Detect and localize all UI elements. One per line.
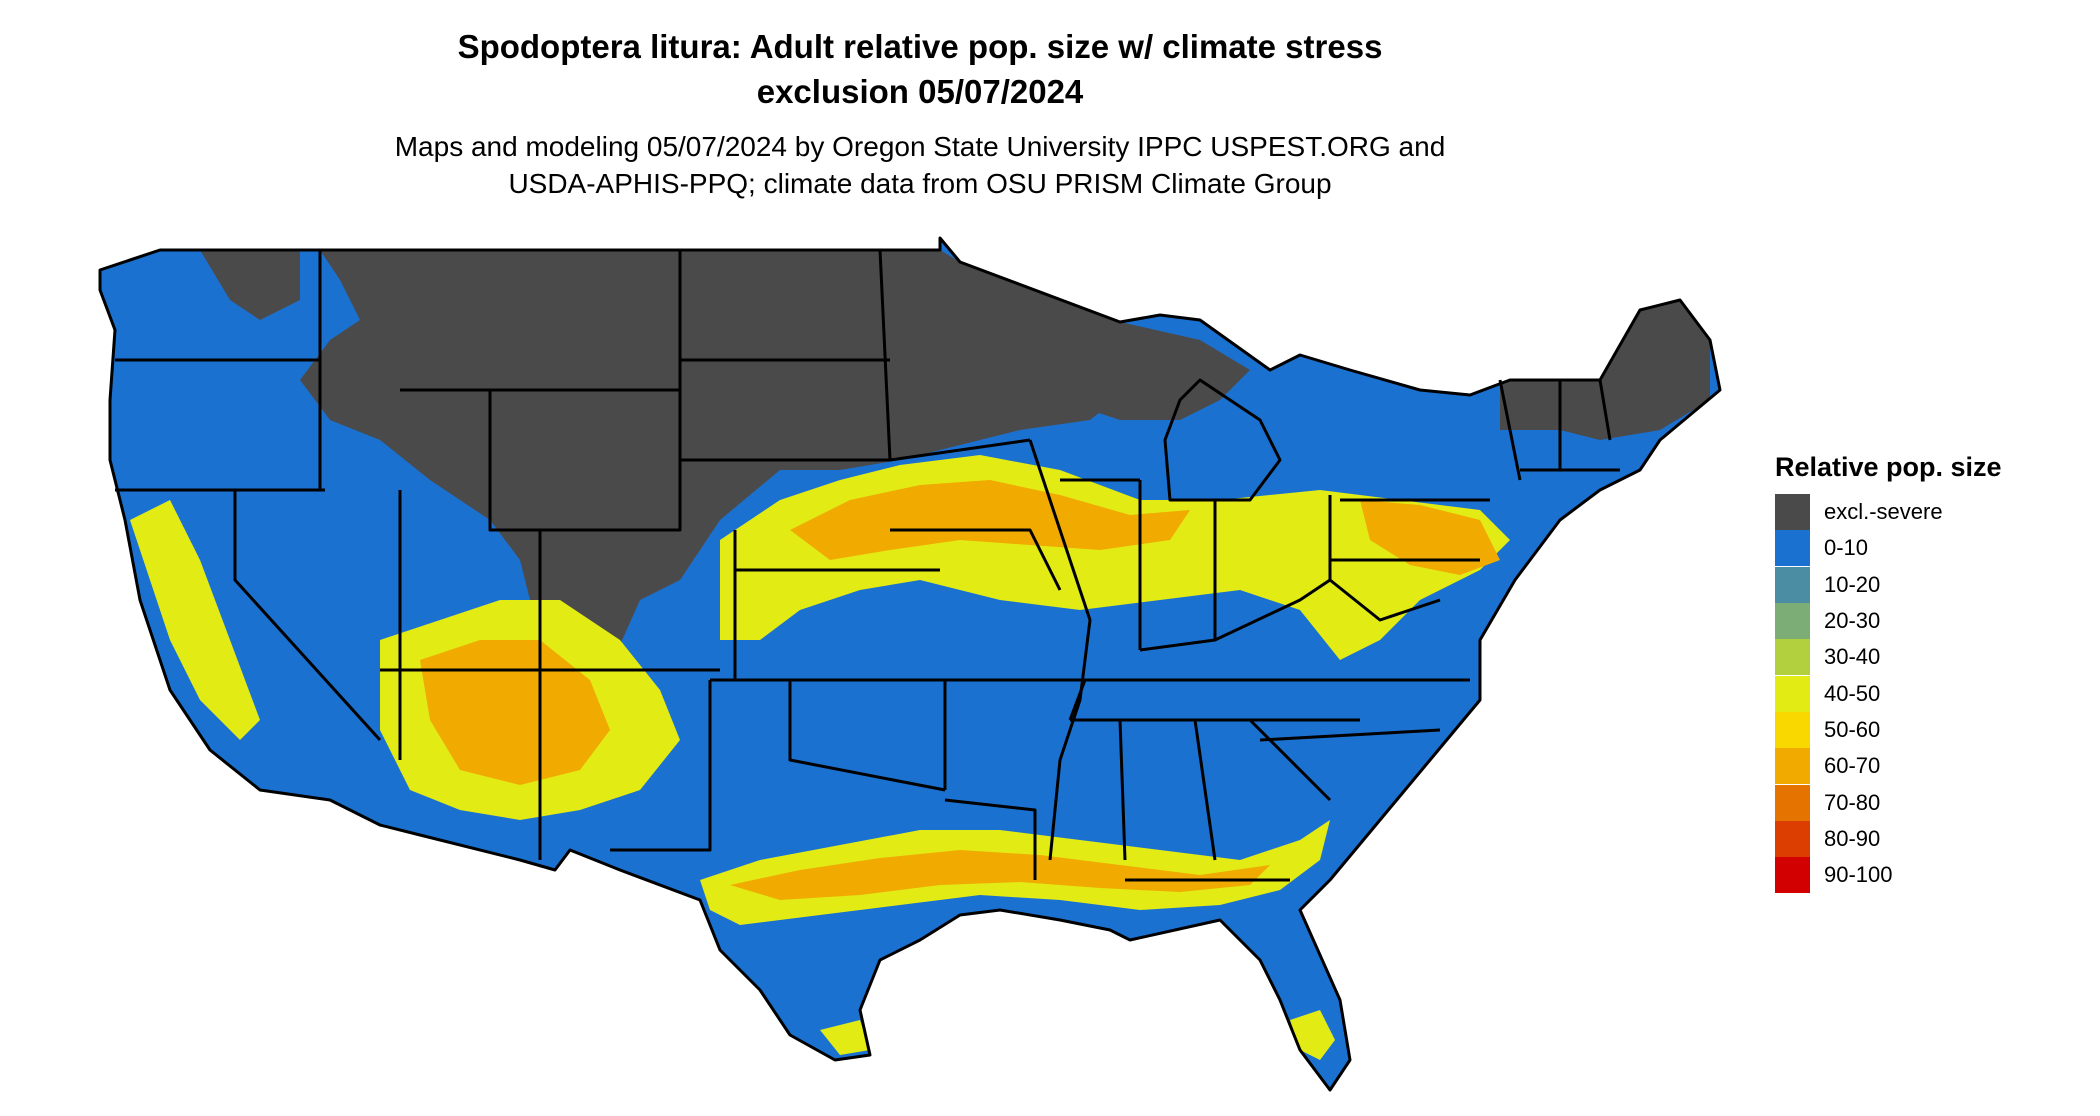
legend-swatch <box>1775 784 1810 821</box>
border-alabama-georgia <box>1193 719 1217 861</box>
map-title: Spodoptera litura: Adult relative pop. s… <box>0 24 1840 114</box>
legend-swatch <box>1775 566 1810 603</box>
legend-label: 0-10 <box>1824 535 1869 561</box>
legend-swatch <box>1775 820 1810 857</box>
legend-item: 80-90 <box>1775 820 2075 857</box>
national-outline <box>98 236 1722 1092</box>
mid-band-california <box>130 500 260 740</box>
border-dakotas <box>678 250 890 530</box>
excluded-region-north-plains <box>300 250 1140 690</box>
border-michigan-lower <box>1163 378 1282 502</box>
border-texas-oklahoma <box>788 680 946 792</box>
legend-label: excl.-severe <box>1824 499 1943 525</box>
legend-title: Relative pop. size <box>1775 452 2002 482</box>
legend-swatch <box>1775 639 1810 676</box>
legend-item: 90-100 <box>1775 857 2075 894</box>
border-arkansas-louisiana <box>944 798 1037 880</box>
legend-label: 20-30 <box>1824 608 1881 634</box>
legend-label: 50-60 <box>1824 716 1881 742</box>
legend-swatch <box>1775 530 1810 567</box>
border-new-mexico-east <box>610 680 712 852</box>
border-ohio-river <box>1139 578 1331 652</box>
border-new-england <box>1498 379 1620 481</box>
legend-item: 50-60 <box>1775 711 2075 748</box>
legend-label: 90-100 <box>1824 862 1893 888</box>
border-mississippi-alabama <box>1118 719 1127 861</box>
legend-item: 10-20 <box>1775 566 2075 603</box>
border-carolinas <box>1259 728 1441 742</box>
border-maine <box>1598 379 1612 441</box>
legend-swatch <box>1775 494 1810 531</box>
legend-item: 30-40 <box>1775 639 2075 676</box>
map-title-line-1: Spodoptera litura: Adult relative pop. s… <box>457 28 1383 65</box>
border-georgia-carolina <box>1248 718 1332 802</box>
state-borders <box>98 236 1722 1092</box>
legend-items: excl.-severe 0-10 10-20 20-30 30-40 40-5… <box>1775 494 2075 894</box>
high-band-north <box>790 480 1190 560</box>
legend-swatch <box>1775 603 1810 640</box>
high-band-northeast <box>1360 500 1500 575</box>
legend-label: 40-50 <box>1824 680 1881 706</box>
legend-label: 10-20 <box>1824 571 1881 597</box>
legend-item: 0-10 <box>1775 530 2075 567</box>
legend-label: 60-70 <box>1824 753 1881 779</box>
border-mississippi-river <box>1028 439 1092 861</box>
border-iowa-missouri <box>890 528 1062 591</box>
map-fill <box>100 238 1720 1090</box>
legend: Relative pop. size excl.-severe 0-10 10-… <box>1775 450 2075 894</box>
border-minnesota <box>878 249 1031 462</box>
legend-swatch <box>1775 675 1810 712</box>
legend-swatch <box>1775 711 1810 748</box>
mid-band-florida <box>1290 1010 1335 1060</box>
map-subtitle-line-2: USDA-APHIS-PPQ; climate data from OSU PR… <box>508 168 1332 199</box>
mid-band-south-texas <box>820 1020 870 1055</box>
high-band-south <box>730 850 1270 900</box>
excluded-region-northeast <box>1500 300 1710 440</box>
excluded-region-great-lakes <box>1010 322 1250 420</box>
map-subtitle-line-1: Maps and modeling 05/07/2024 by Oregon S… <box>394 131 1446 162</box>
legend-swatch <box>1775 857 1810 894</box>
legend-swatch <box>1775 748 1810 785</box>
legend-label: 30-40 <box>1824 644 1881 670</box>
us-map <box>98 236 1722 1092</box>
map-subtitle: Maps and modeling 05/07/2024 by Oregon S… <box>0 128 1840 202</box>
legend-label: 80-90 <box>1824 825 1881 851</box>
high-band-southwest <box>420 640 610 785</box>
map-title-line-2: exclusion 05/07/2024 <box>756 73 1084 110</box>
border-nevada-california <box>233 490 382 742</box>
excluded-region-washington <box>200 250 300 320</box>
legend-label: 70-80 <box>1824 789 1881 815</box>
legend-item: 20-30 <box>1775 603 2075 640</box>
legend-item: 40-50 <box>1775 675 2075 712</box>
border-virginia-west-virginia <box>1329 578 1441 622</box>
legend-item: 60-70 <box>1775 748 2075 785</box>
legend-item: excl.-severe <box>1775 494 2075 531</box>
legend-item: 70-80 <box>1775 784 2075 821</box>
